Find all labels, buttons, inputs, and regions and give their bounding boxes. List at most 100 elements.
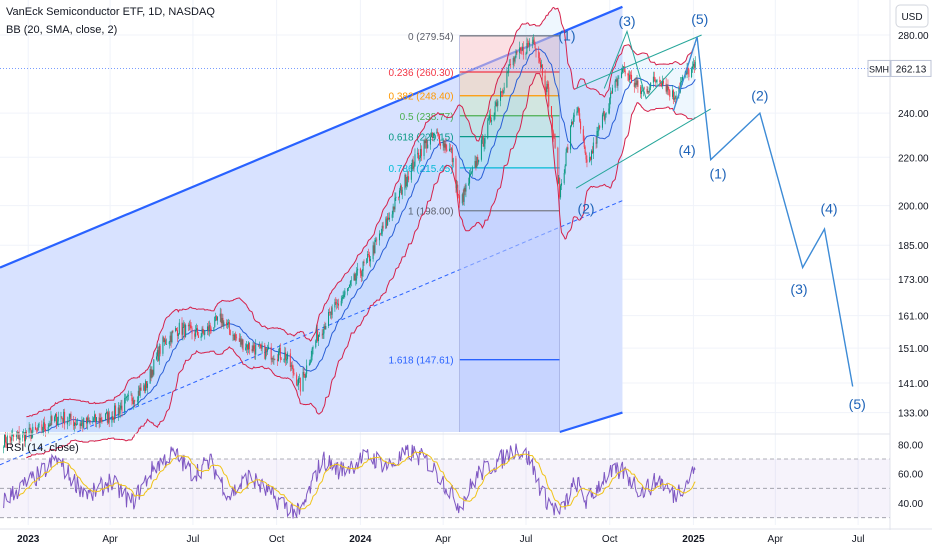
candle-body <box>493 114 495 121</box>
symbol-tag-label: SMH <box>869 64 889 74</box>
candle-body <box>188 324 190 327</box>
candle-body <box>227 321 229 324</box>
candle-body <box>24 432 26 442</box>
candle-body <box>446 149 448 151</box>
candle-body <box>337 303 339 305</box>
candle-body <box>501 92 503 94</box>
candle-body <box>608 108 610 113</box>
candle-body <box>219 313 221 317</box>
bollinger-bands <box>26 6 696 459</box>
candle-body <box>570 121 572 127</box>
candle-body <box>577 107 579 112</box>
price-tick-label: 200.00 <box>898 202 929 213</box>
candle-body <box>497 100 499 106</box>
candle-body <box>654 79 656 83</box>
candle-body <box>553 137 555 139</box>
candle-body <box>67 420 69 422</box>
candle-body <box>125 396 127 398</box>
candle-body <box>401 189 403 195</box>
candle-body <box>628 75 630 81</box>
wedge-upper <box>575 34 702 89</box>
candle-body <box>341 298 343 301</box>
candle-body <box>410 164 412 180</box>
candle-body <box>622 66 624 69</box>
candle-body <box>277 359 279 361</box>
candle-body <box>246 344 248 348</box>
candle-body <box>445 143 447 150</box>
candle-body <box>363 261 365 263</box>
candle-body <box>669 90 671 97</box>
candle-body <box>343 294 345 298</box>
candle-body <box>419 157 421 159</box>
candle-body <box>133 399 135 405</box>
candle-body <box>465 184 467 192</box>
candle-body <box>508 65 510 73</box>
candle-body <box>100 417 102 422</box>
candle-body <box>437 131 439 133</box>
candle-body <box>405 174 407 187</box>
candle-body <box>528 43 530 46</box>
candle-body <box>223 322 225 327</box>
candle-body <box>63 411 65 422</box>
candle-body <box>315 340 317 348</box>
candle-body <box>433 133 435 137</box>
candle-body <box>531 42 533 43</box>
candle-body <box>134 399 136 402</box>
candle-body <box>470 172 472 174</box>
candle-body <box>539 58 541 62</box>
rsi-legend[interactable]: RSI (14, close) <box>6 442 79 454</box>
candle-body <box>138 390 140 396</box>
rsi-line <box>3 443 696 519</box>
symbol-legend[interactable]: VanEck Semiconductor ETF, 1D, NASDAQ <box>6 6 215 18</box>
candle-body <box>599 125 601 128</box>
candle-body <box>45 428 47 431</box>
candle-body <box>112 416 114 419</box>
candle-body <box>233 334 235 341</box>
candle-body <box>682 76 684 81</box>
candle-body <box>344 291 346 295</box>
indicator-legend[interactable]: BB (20, SMA, close, 2) <box>6 24 117 36</box>
candle-body <box>680 82 682 90</box>
candle-body <box>274 358 276 360</box>
candle-body <box>455 158 457 188</box>
rsi-tick-label: 80.00 <box>898 440 923 451</box>
candle-body <box>297 384 299 386</box>
candle-body <box>168 341 170 345</box>
candle-body <box>153 359 155 375</box>
candle-body <box>239 338 241 342</box>
candle-body <box>596 131 598 144</box>
candle-body <box>411 159 413 165</box>
candle-body <box>22 432 24 438</box>
candle-body <box>36 429 38 431</box>
candle-body <box>3 447 5 448</box>
candle-body <box>538 51 540 59</box>
candle-body <box>342 297 344 299</box>
rsi-ma-line <box>18 451 696 510</box>
candle-body <box>357 268 359 271</box>
candle-body <box>385 218 387 229</box>
candle-body <box>137 390 139 401</box>
candle-body <box>329 311 331 313</box>
candle-body <box>169 335 171 342</box>
candle-body <box>98 417 100 423</box>
candle-body <box>176 330 178 337</box>
wave-label: (4) <box>679 142 696 158</box>
candle-body <box>55 414 57 426</box>
candle-body <box>392 206 394 215</box>
candle-body <box>293 372 295 375</box>
candle-body <box>406 182 408 187</box>
candle-body <box>11 434 13 441</box>
candle-body <box>214 317 216 328</box>
candle-body <box>653 76 655 80</box>
candle-body <box>204 330 206 335</box>
candle-body <box>277 352 279 361</box>
candle-body <box>140 387 142 391</box>
candle-body <box>554 138 556 148</box>
candle-body <box>489 114 491 119</box>
candle-body <box>177 333 179 337</box>
candle-body <box>350 280 352 282</box>
candle-body <box>170 335 172 343</box>
candle-body <box>247 342 249 350</box>
rsi-panel <box>0 433 890 519</box>
